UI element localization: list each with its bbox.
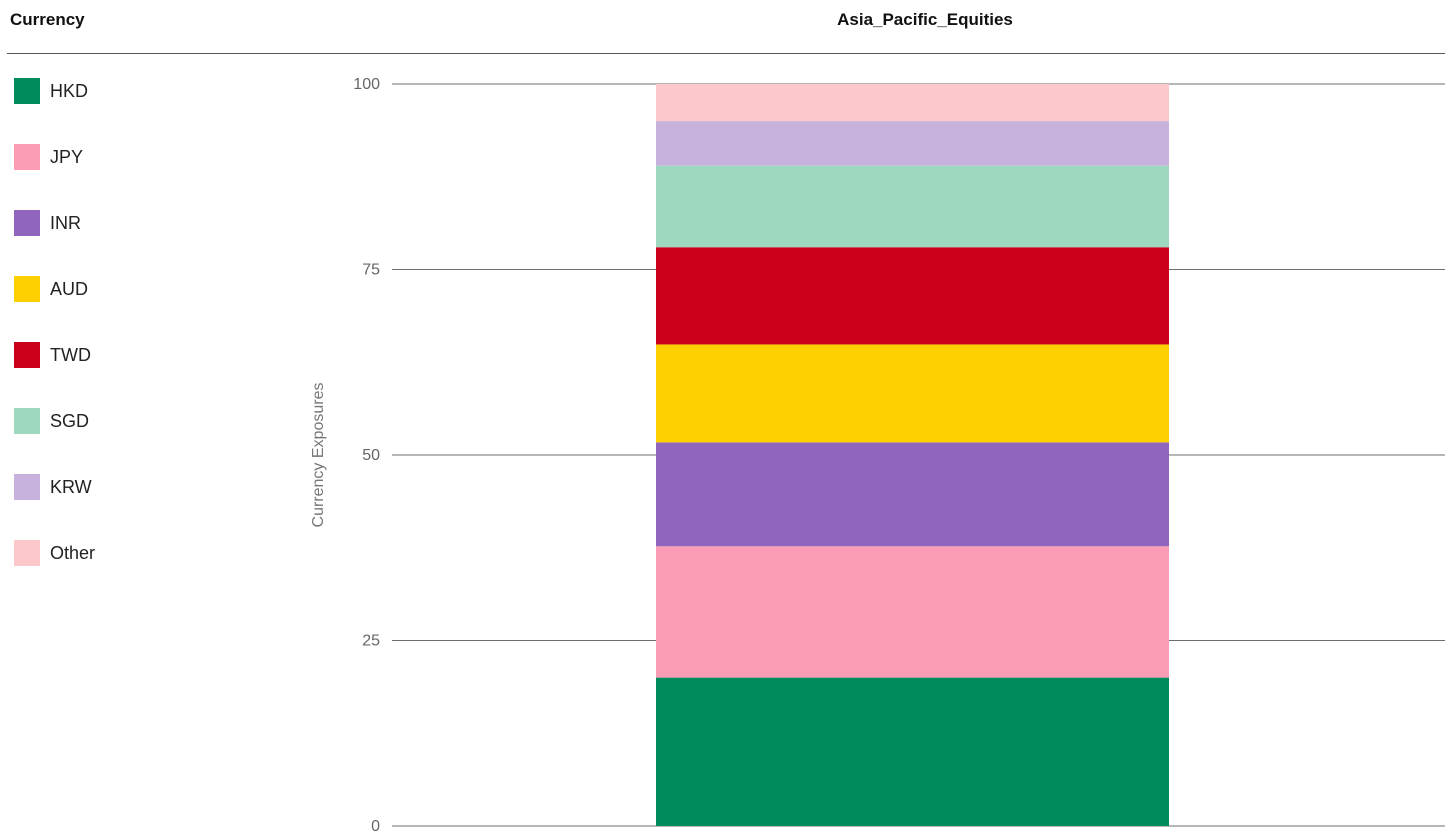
- legend-swatch: [14, 540, 40, 566]
- bar-segment-sgd: [656, 165, 1169, 248]
- bar-segment-hkd: [656, 677, 1169, 826]
- legend-label: HKD: [50, 80, 89, 101]
- legend-item-other: Other: [14, 540, 95, 566]
- y-tick-label: 25: [362, 633, 380, 650]
- legend-swatch: [14, 276, 40, 302]
- bar-segment-aud: [656, 344, 1169, 443]
- legend-label: INR: [50, 212, 81, 233]
- legend: HKD JPY INR AUD TWD SGD KRW Other: [14, 78, 95, 606]
- legend-item-krw: KRW: [14, 474, 95, 500]
- legend-title: Currency: [10, 10, 85, 29]
- legend-item-twd: TWD: [14, 342, 95, 368]
- legend-label: SGD: [50, 410, 90, 431]
- bar-segment-twd: [656, 247, 1169, 345]
- legend-swatch: [14, 474, 40, 500]
- legend-label: AUD: [50, 278, 89, 299]
- header-divider: [7, 53, 1445, 54]
- bar-segment-other: [656, 84, 1169, 122]
- legend-swatch: [14, 144, 40, 170]
- y-tick-label: 100: [353, 76, 380, 93]
- legend-label: KRW: [50, 476, 92, 497]
- legend-swatch: [14, 408, 40, 434]
- legend-swatch: [14, 342, 40, 368]
- legend-item-sgd: SGD: [14, 408, 95, 434]
- legend-swatch: [14, 78, 40, 104]
- legend-item-jpy: JPY: [14, 144, 95, 170]
- legend-swatch: [14, 210, 40, 236]
- legend-item-inr: INR: [14, 210, 95, 236]
- legend-label: TWD: [50, 344, 91, 365]
- bar-segment-krw: [656, 121, 1169, 166]
- bar-segment-inr: [656, 442, 1169, 547]
- legend-label: Other: [50, 542, 96, 563]
- bar-segment-jpy: [656, 546, 1169, 678]
- y-axis-label: Currency Exposures: [310, 383, 327, 528]
- legend-item-aud: AUD: [14, 276, 95, 302]
- y-tick-label: 50: [362, 447, 380, 464]
- legend-item-hkd: HKD: [14, 78, 95, 104]
- y-tick-label: 75: [362, 262, 380, 279]
- y-tick-label: 0: [371, 818, 380, 834]
- chart-title: Asia_Pacific_Equities: [837, 10, 1013, 29]
- legend-label: JPY: [50, 146, 84, 167]
